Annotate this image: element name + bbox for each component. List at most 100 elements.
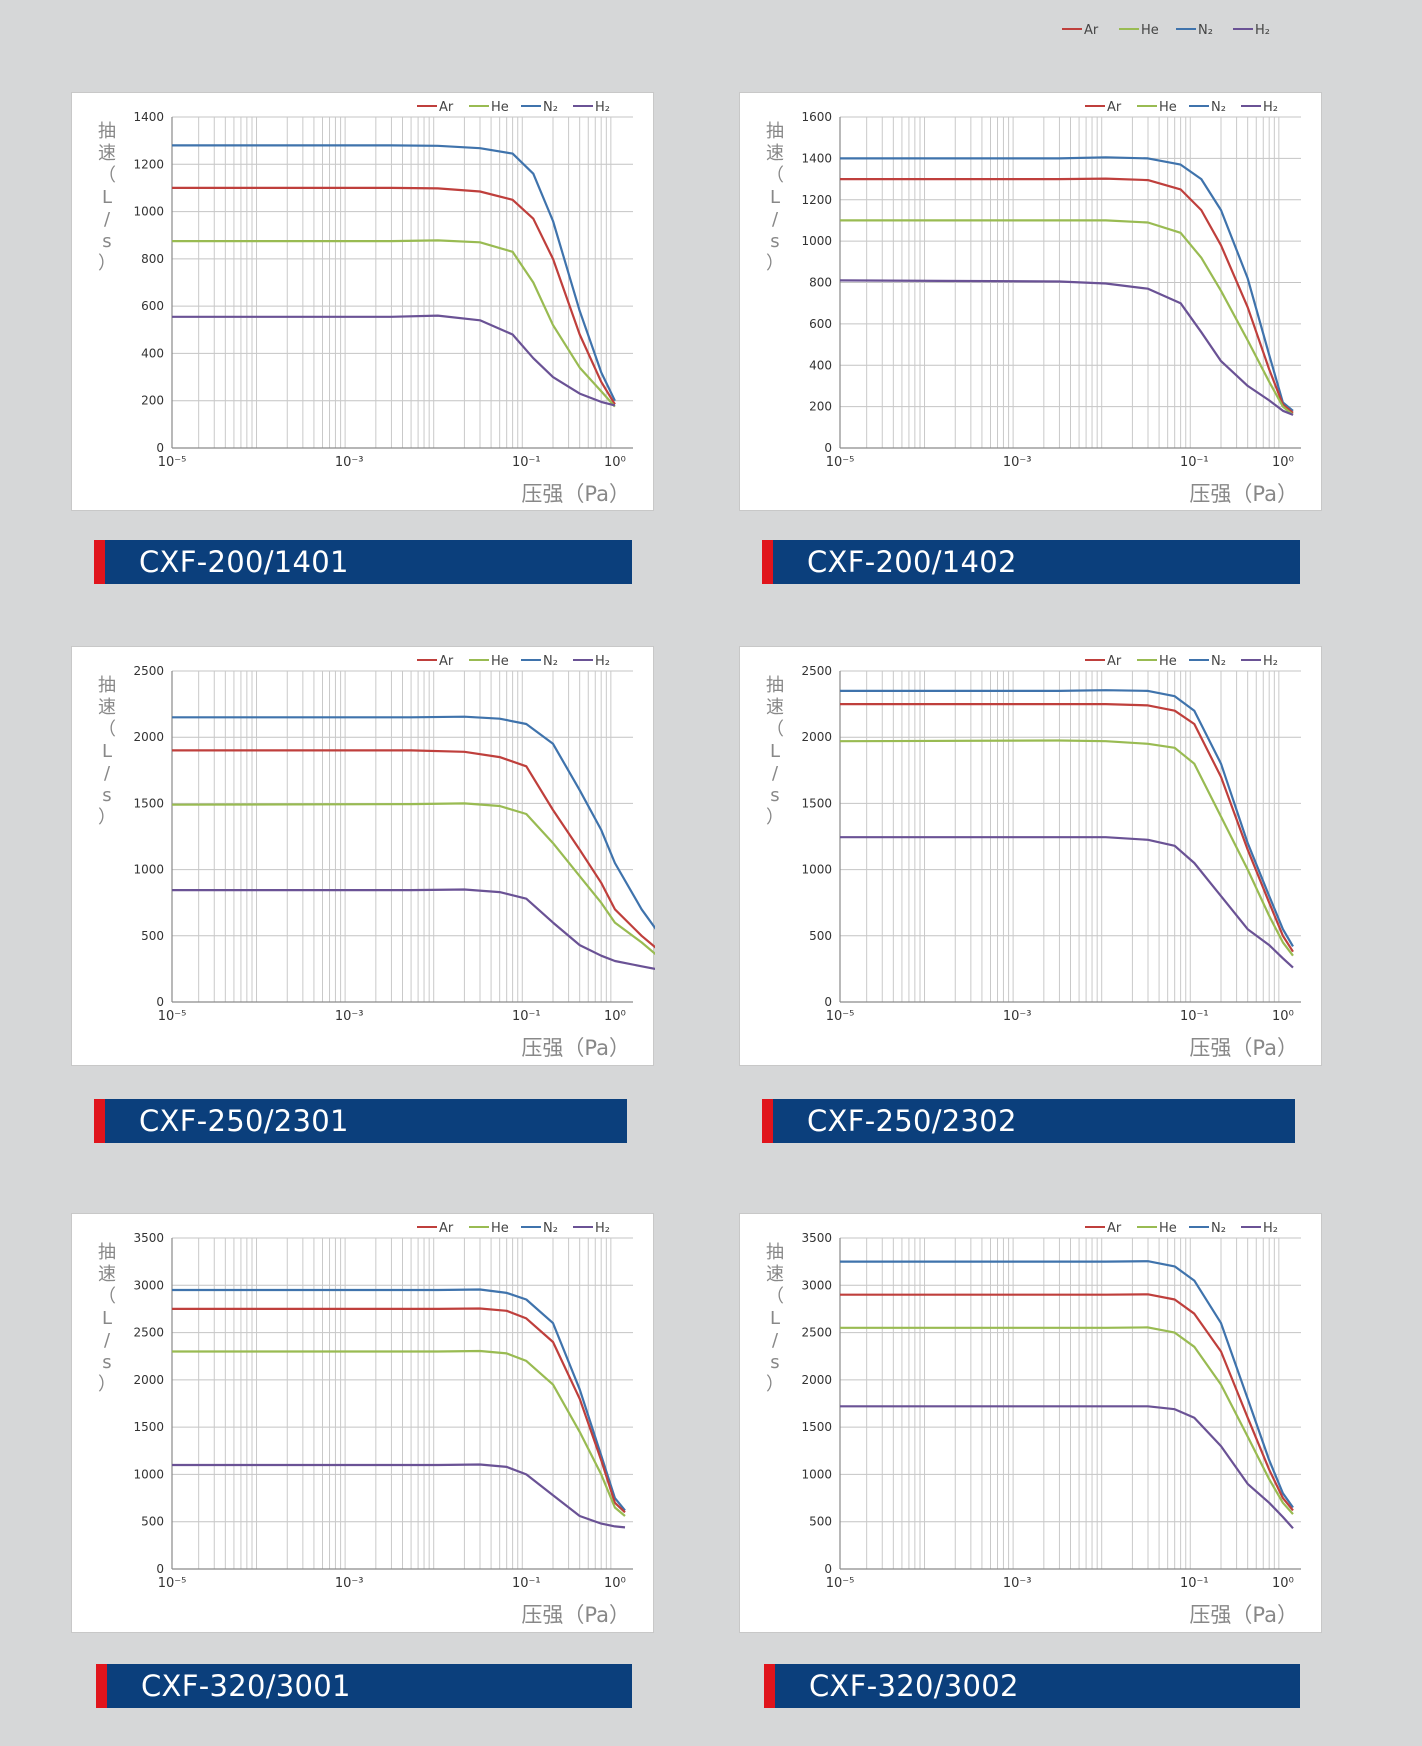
y-tick-label: 1000: [133, 1467, 164, 1481]
y-axis-label: /: [104, 763, 111, 784]
y-tick-label: 3000: [133, 1278, 164, 1292]
speed-chart: 0 500 1000 1500 2000 2500 3000 3500 10⁻⁵ 10⁻³ 10⁻¹…: [98, 1221, 633, 1627]
legend-label: H₂: [1263, 654, 1278, 669]
series-line: [839, 739, 1294, 957]
speed-chart: 0 500 1000 1500 2000 2500 10⁻⁵ 10⁻³ 10⁻¹ 10⁰ Ar He N…: [98, 654, 655, 1060]
y-axis-label: s: [102, 1352, 111, 1373]
y-tick-label: 500: [141, 1515, 164, 1529]
model-banner: CXF-320/3002: [764, 1664, 1300, 1708]
y-tick-label: 0: [824, 1562, 832, 1576]
y-tick-label: 1000: [133, 863, 164, 877]
series-line: [171, 802, 655, 956]
legend-label: N₂: [1211, 1221, 1226, 1236]
y-tick-label: 1600: [801, 110, 832, 124]
page-legend: Ar He N₂ H₂: [1062, 23, 1270, 38]
legend-label: Ar: [1084, 23, 1099, 38]
y-tick-label: 0: [824, 441, 832, 455]
x-axis-label: 压强（Pa）: [521, 1603, 630, 1627]
y-axis-label: L: [770, 741, 780, 762]
y-axis-label: ）: [766, 253, 784, 274]
y-axis-label: ）: [98, 1374, 116, 1395]
series-line: [840, 1293, 1294, 1512]
y-axis-label: s: [770, 785, 779, 806]
y-tick-label: 2000: [801, 1373, 832, 1387]
y-axis-label: /: [772, 209, 779, 230]
y-axis-label: /: [104, 209, 111, 230]
x-tick-label: 10⁻¹: [512, 1576, 541, 1591]
model-banner: CXF-250/2302: [762, 1099, 1295, 1143]
series-line: [172, 186, 616, 405]
legend-label: H₂: [1263, 1221, 1278, 1236]
y-axis-label: L: [102, 741, 112, 762]
y-axis-label: ）: [766, 1374, 784, 1395]
y-axis-label: （: [766, 719, 784, 740]
series-line: [172, 144, 616, 402]
y-tick-label: 1000: [801, 234, 832, 248]
legend-label: H₂: [1255, 23, 1270, 38]
series-line: [172, 1349, 626, 1517]
legend-label: N₂: [543, 1221, 558, 1236]
x-tick-label: 10⁻¹: [512, 1009, 541, 1024]
legend-label: He: [1159, 100, 1177, 115]
chart-card: 0 200 400 600 800 1000 1200 1400 10⁻⁵ 10⁻³ 10⁻¹ 10⁰…: [71, 92, 654, 511]
series-line: [840, 702, 1294, 953]
x-tick-label: 10⁰: [1272, 455, 1294, 470]
y-tick-label: 3000: [801, 1278, 832, 1292]
y-axis-label: /: [104, 1330, 111, 1351]
y-axis-label: （: [766, 165, 784, 186]
x-tick-label: 10⁰: [1272, 1009, 1294, 1024]
series-line: [172, 888, 655, 971]
series-line: [840, 177, 1294, 414]
y-axis-label: ）: [98, 253, 116, 274]
x-axis-label: 压强（Pa）: [1189, 1603, 1298, 1627]
x-tick-label: 10⁻⁵: [158, 455, 187, 470]
y-tick-label: 1200: [133, 157, 164, 171]
series-line: [172, 239, 616, 408]
y-tick-label: 600: [809, 317, 832, 331]
model-banner: CXF-200/1402: [762, 540, 1300, 584]
legend-label: Ar: [439, 1221, 454, 1236]
speed-chart: 0 500 1000 1500 2000 2500 3000 3500 10⁻⁵ 10⁻³ 10⁻¹…: [766, 1221, 1301, 1627]
series-line: [840, 1260, 1294, 1509]
y-axis-label: /: [772, 1330, 779, 1351]
legend-label: He: [1159, 1221, 1177, 1236]
y-tick-label: 800: [141, 252, 164, 266]
y-tick-label: 0: [156, 995, 164, 1009]
series-line: [840, 156, 1294, 412]
series-line: [839, 279, 1294, 416]
y-tick-label: 2000: [801, 730, 832, 744]
series-line: [172, 1307, 626, 1514]
y-tick-label: 1500: [801, 796, 832, 810]
y-tick-label: 0: [156, 1562, 164, 1576]
series-line: [172, 715, 655, 930]
legend-label: He: [491, 1221, 509, 1236]
series-line: [840, 1326, 1294, 1515]
y-tick-label: 1500: [133, 1420, 164, 1434]
y-tick-label: 3500: [801, 1231, 832, 1245]
x-tick-label: 10⁰: [604, 1009, 626, 1024]
legend-label: Ar: [439, 100, 454, 115]
y-axis-label: 速: [766, 1264, 784, 1285]
y-axis-label: 抽: [98, 675, 116, 696]
legend-label: He: [1141, 23, 1159, 38]
y-tick-label: 1400: [801, 151, 832, 165]
x-tick-label: 10⁻¹: [1180, 455, 1209, 470]
y-axis-label: s: [770, 231, 779, 252]
y-tick-label: 1400: [133, 110, 164, 124]
model-banner: CXF-320/3001: [96, 1664, 632, 1708]
y-axis-label: 速: [766, 697, 784, 718]
legend-label: He: [1159, 654, 1177, 669]
legend-label: N₂: [1198, 23, 1213, 38]
y-axis-label: 速: [98, 143, 116, 164]
x-tick-label: 10⁻³: [335, 1009, 364, 1024]
x-axis-label: 压强（Pa）: [521, 482, 630, 506]
y-axis-label: L: [102, 1308, 112, 1329]
x-tick-label: 10⁰: [604, 1576, 626, 1591]
y-tick-label: 600: [141, 299, 164, 313]
legend-label: N₂: [543, 100, 558, 115]
y-tick-label: 2500: [133, 664, 164, 678]
y-tick-label: 2000: [133, 1373, 164, 1387]
y-tick-label: 0: [156, 441, 164, 455]
y-tick-label: 2500: [133, 1326, 164, 1340]
series-line: [840, 1405, 1294, 1530]
